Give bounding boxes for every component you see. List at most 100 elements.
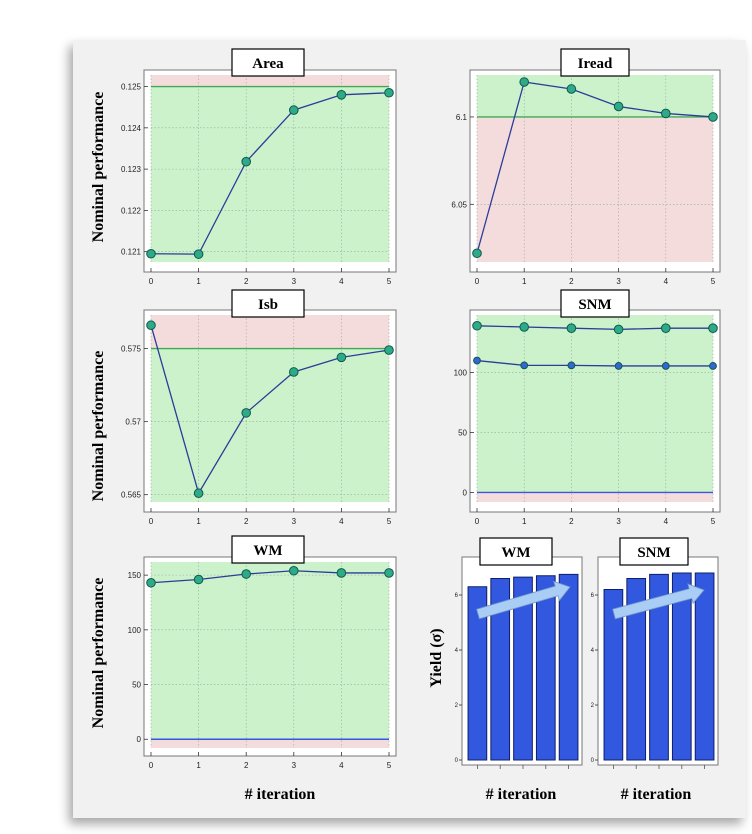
chart-wm-series-0-point-2 [241, 569, 251, 579]
chart-isb-ytick-label-2: 0.575 [121, 345, 142, 354]
chart-snm-series-0-line [476, 325, 713, 331]
chart-area-xtick-label-1: 1 [196, 277, 201, 286]
chart-yield-snm-bar-4 [694, 572, 715, 761]
chart-snm-ytick-label-0: 0 [463, 488, 468, 497]
chart-area-series-0-point-2 [241, 156, 251, 167]
chart-snm-series-0-point-2 [566, 323, 577, 333]
chart-snm-series-0-point-4 [661, 323, 671, 333]
x-axis-label-bar-wm: # iteration [485, 786, 557, 803]
chart-yield-snm-title-box [619, 537, 689, 566]
chart-wm-title: WM [253, 543, 282, 559]
chart-snm-series-1-point-0 [473, 356, 481, 365]
chart-snm-series-1-point-3 [614, 362, 623, 370]
chart-snm-series-1-point-5 [709, 362, 717, 370]
chart-wm-xtick-label-2: 2 [244, 761, 249, 770]
chart-area-pass-region [151, 86, 389, 262]
chart-yield-wm-bar-4 [558, 573, 579, 761]
chart-iread-xtick-label-1: 1 [522, 277, 527, 286]
chart-area-xtick-label-4: 4 [339, 277, 344, 286]
chart-snm-xtick-label-4: 4 [664, 517, 669, 526]
chart-isb-ytick-label-0: 0.565 [121, 491, 142, 500]
chart-area-title-box [231, 48, 305, 77]
chart-isb-series-0-point-1 [193, 488, 204, 499]
chart-yield-snm-bar-1 [626, 578, 647, 761]
chart-area-ytick-label-3: 0.124 [121, 124, 142, 133]
chart-snm-xtick-label-3: 3 [616, 517, 621, 526]
chart-iread-series-0-point-4 [661, 108, 671, 119]
chart-wm-title-box [231, 535, 305, 564]
chart-snm-series-0-point-1 [519, 322, 530, 332]
chart-isb-xtick-label-3: 3 [292, 517, 297, 526]
chart-area-ytick-label-4: 0.125 [121, 83, 142, 92]
chart-yield-snm-bar-2 [649, 573, 669, 761]
chart-iread-xtick-label-4: 4 [664, 277, 669, 286]
chart-snm-title: SNM [578, 297, 611, 313]
chart-iread-series-0-point-3 [613, 101, 624, 112]
chart-isb-ytick-label-1: 0.57 [125, 418, 141, 427]
chart-wm-pass-region [151, 562, 389, 740]
chart-yield-wm-bar-1 [490, 578, 511, 761]
chart-iread-xtick-label-0: 0 [475, 277, 480, 286]
chart-snm-series-0-point-3 [613, 324, 624, 335]
chart-snm-pass-region [477, 315, 713, 493]
y-axis-label-bottom: Nominal performance [90, 577, 107, 729]
chart-wm-xtick-label-4: 4 [339, 761, 344, 770]
chart-snm-xtick-label-0: 0 [475, 517, 480, 526]
chart-snm-series-0-point-0 [472, 320, 482, 331]
chart-wm-series-0-line [150, 570, 389, 584]
chart-yield-wm-ytick-label-0: 0 [455, 758, 459, 764]
chart-area-ytick-label-1: 0.122 [121, 206, 142, 215]
chart-isb-xtick-label-1: 1 [196, 517, 201, 526]
chart-yield-snm-ytick-label-2: 4 [591, 648, 595, 654]
chart-area-ytick-label-2: 0.123 [121, 165, 142, 174]
y-axis-label-top: Nominal performance [90, 91, 107, 243]
chart-snm-fail-region [477, 492, 713, 502]
chart-yield-snm-ytick-label-1: 2 [591, 703, 595, 709]
chart-area-fail-region [151, 75, 389, 87]
chart-yield-wm-bar-2 [513, 576, 533, 761]
chart-isb-title-box [231, 289, 305, 318]
chart-yield-wm-ytick-label-1: 2 [455, 703, 459, 709]
chart-snm-series-1-point-1 [520, 361, 529, 370]
chart-iread-series-0-line [476, 81, 714, 254]
chart-wm-series-0-point-5 [384, 568, 394, 578]
chart-snm-series-0-point-5 [708, 323, 718, 333]
chart-yield-wm-trend-arrow-shape [476, 580, 571, 620]
chart-snm-ytick-label-2: 100 [454, 369, 468, 378]
chart-area-xtick-label-3: 3 [292, 277, 297, 286]
chart-yield-wm-bar-0 [467, 586, 488, 761]
chart-isb-series-0-point-5 [384, 345, 394, 355]
chart-isb-xtick-label-4: 4 [339, 517, 344, 526]
y-axis-label-middle: Nominal performance [90, 350, 107, 502]
chart-iread-series-0-point-5 [708, 112, 718, 122]
chart-isb-pass-region [151, 348, 389, 502]
x-axis-label-left: # iteration [244, 786, 316, 803]
chart-snm-title-box [560, 289, 630, 318]
chart-yield-snm-title: SNM [637, 545, 670, 561]
chart-yield-snm-trend-arrow-shape [612, 583, 705, 620]
chart-isb-xtick-label-0: 0 [149, 517, 154, 526]
chart-wm-fail-region [151, 739, 389, 748]
chart-area-series-0-point-0 [146, 248, 156, 259]
chart-isb-series-0-point-4 [336, 352, 347, 363]
chart-yield-snm-bar-0 [603, 589, 624, 761]
chart-yield-wm-title: WM [501, 545, 530, 561]
chart-area-series-0-point-4 [336, 90, 347, 100]
chart-wm-xtick-label-0: 0 [149, 761, 154, 770]
chart-iread-series-0-point-1 [519, 77, 530, 87]
chart-yield-snm-ytick-label-3: 6 [591, 593, 595, 599]
chart-wm-series-0-point-1 [193, 574, 204, 585]
chart-wm-xtick-label-5: 5 [387, 761, 392, 770]
chart-iread-ytick-label-0: 6.05 [451, 200, 467, 209]
chart-wm-ytick-label-1: 50 [132, 681, 141, 690]
chart-snm-series-1-line [476, 359, 713, 367]
x-axis-label-bar-snm: # iteration [620, 786, 692, 803]
chart-wm-ytick-label-3: 150 [128, 571, 142, 580]
chart-wm-xtick-label-1: 1 [196, 761, 201, 770]
chart-snm-xtick-label-2: 2 [569, 517, 574, 526]
chart-yield-wm-ytick-label-3: 6 [455, 593, 459, 599]
chart-isb-series-0-point-2 [241, 408, 251, 418]
chart-snm-ytick-label-1: 50 [458, 428, 467, 437]
chart-area-series-0-point-1 [193, 249, 204, 259]
chart-iread-pass-region [477, 75, 713, 117]
